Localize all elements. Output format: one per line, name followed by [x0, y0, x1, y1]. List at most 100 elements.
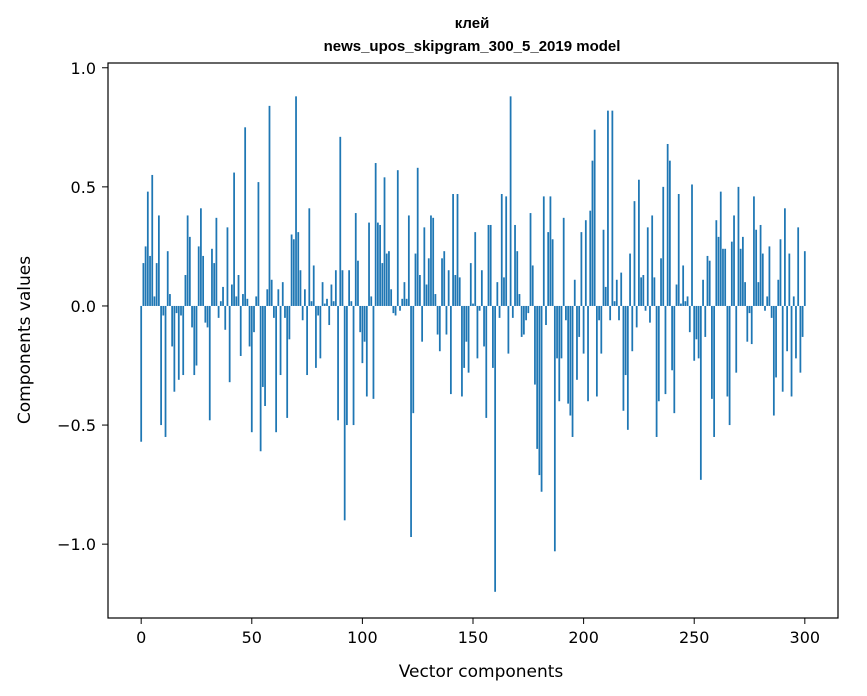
- bar-178: [534, 305, 536, 385]
- bar-155: [483, 305, 485, 347]
- bar-196: [573, 279, 576, 306]
- bar-165: [505, 196, 508, 306]
- bar-0: [140, 305, 143, 442]
- bar-189: [558, 305, 561, 402]
- bar-194: [569, 305, 572, 416]
- bar-92: [343, 305, 346, 521]
- bar-72: [299, 270, 302, 306]
- bar-53: [257, 182, 260, 306]
- bar-200: [582, 305, 585, 354]
- bar-257: [708, 260, 711, 306]
- bar-209: [602, 229, 605, 306]
- bar-118: [401, 298, 404, 306]
- bar-272: [741, 236, 744, 306]
- bar-158: [489, 224, 492, 306]
- bar-182: [542, 196, 545, 306]
- bar-117: [399, 305, 401, 311]
- bar-230: [649, 305, 651, 323]
- bar-28: [202, 255, 205, 306]
- bar-75: [306, 305, 308, 376]
- bar-83: [323, 303, 326, 306]
- y-axis-ticks: 1.0 0.5 0.0 −0.5 −1.0: [57, 59, 108, 554]
- bar-153: [478, 305, 481, 311]
- bar-51: [253, 305, 255, 333]
- bar-101: [363, 305, 366, 342]
- bar-21: [186, 215, 189, 306]
- bar-17: [177, 305, 180, 380]
- bar-266: [728, 305, 731, 426]
- bar-298: [799, 305, 802, 373]
- bar-219: [624, 305, 627, 376]
- bar-22: [188, 236, 191, 306]
- bar-205: [593, 129, 596, 306]
- bar-149: [469, 263, 472, 306]
- bar-238: [666, 143, 669, 306]
- bar-237: [664, 305, 667, 395]
- bar-19: [182, 305, 185, 376]
- bar-70: [295, 96, 297, 306]
- bar-231: [651, 215, 654, 306]
- y-tick-label: 0.5: [71, 178, 96, 197]
- bar-129: [425, 284, 428, 306]
- bar-16: [175, 305, 178, 314]
- bar-247: [686, 296, 689, 306]
- bar-210: [604, 286, 607, 306]
- bar-193: [567, 305, 570, 404]
- bar-243: [677, 194, 680, 306]
- bar-251: [695, 305, 698, 340]
- bar-245: [682, 265, 685, 306]
- bar-241: [673, 305, 676, 414]
- bar-171: [518, 294, 521, 306]
- bar-254: [702, 279, 704, 306]
- bar-89: [337, 305, 339, 421]
- bar-128: [423, 227, 426, 306]
- bar-154: [480, 270, 483, 306]
- bar-208: [600, 305, 603, 354]
- bar-112: [388, 251, 390, 306]
- bar-52: [255, 296, 258, 306]
- bar-13: [169, 294, 171, 306]
- bar-199: [580, 232, 583, 306]
- bar-235: [660, 258, 662, 306]
- bar-62: [277, 289, 280, 306]
- bar-261: [717, 236, 720, 306]
- bar-162: [498, 305, 501, 318]
- bar-84: [326, 298, 328, 306]
- bar-206: [595, 305, 598, 397]
- bar-35: [217, 305, 220, 318]
- bar-181: [540, 305, 543, 492]
- bar-105: [372, 305, 375, 399]
- bar-115: [394, 305, 397, 316]
- bar-156: [485, 305, 488, 418]
- bar-29: [204, 305, 207, 323]
- bar-150: [472, 303, 474, 306]
- bar-65: [284, 305, 286, 318]
- bar-136: [441, 258, 443, 306]
- bar-152: [476, 305, 479, 359]
- bar-25: [195, 305, 198, 366]
- bar-111: [385, 253, 388, 306]
- bar-290: [781, 305, 784, 392]
- bar-40: [228, 305, 231, 383]
- bar-228: [644, 305, 647, 311]
- bar-54: [259, 305, 262, 452]
- bar-177: [531, 265, 534, 306]
- bar-131: [430, 215, 432, 306]
- bar-109: [381, 263, 384, 306]
- bar-268: [733, 215, 735, 306]
- bar-232: [653, 277, 656, 306]
- bar-132: [432, 217, 435, 306]
- bar-292: [786, 305, 789, 352]
- bar-96: [352, 305, 355, 426]
- bar-218: [622, 305, 625, 411]
- bar-273: [744, 282, 746, 306]
- bar-197: [576, 305, 578, 380]
- bar-57: [266, 289, 269, 306]
- bar-49: [248, 305, 251, 347]
- bar-81: [319, 305, 322, 359]
- bar-7: [155, 263, 158, 306]
- bar-170: [516, 251, 519, 306]
- chart-title: клей: [455, 15, 490, 32]
- bar-106: [374, 163, 377, 306]
- bar-107: [376, 222, 379, 306]
